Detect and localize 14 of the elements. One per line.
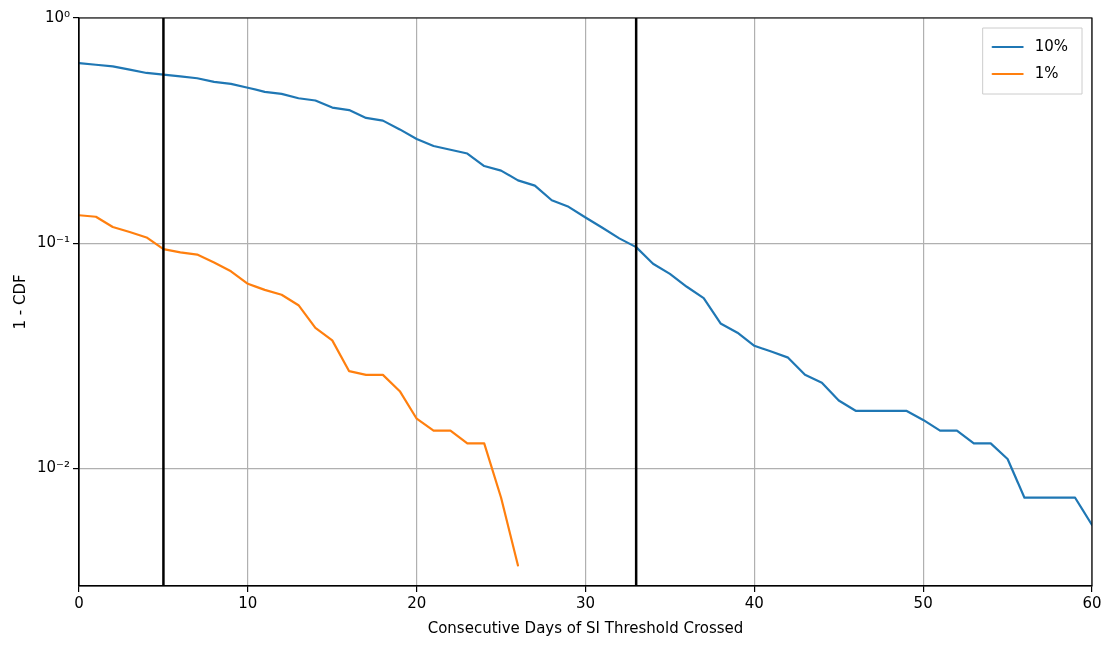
x-tick-label: 60: [1082, 593, 1102, 612]
x-tick-label: 30: [575, 593, 596, 612]
y-tick-label: 10⁻¹: [36, 233, 71, 252]
y-tick-label: 10⁰: [44, 7, 71, 26]
y-axis-title: 1 - CDF: [10, 274, 29, 330]
x-tick-label: 10: [238, 593, 258, 612]
x-axis-title: Consecutive Days of SI Threshold Crossed: [427, 618, 744, 637]
legend-label: 1%: [1034, 63, 1059, 82]
y-tick-label: 10⁻²: [36, 458, 71, 477]
x-tick-label: 50: [913, 593, 933, 612]
x-tick-label: 40: [744, 593, 764, 612]
x-tick-label: 20: [407, 593, 427, 612]
x-tick-label: 0: [74, 593, 84, 612]
legend-label: 10%: [1034, 36, 1068, 55]
